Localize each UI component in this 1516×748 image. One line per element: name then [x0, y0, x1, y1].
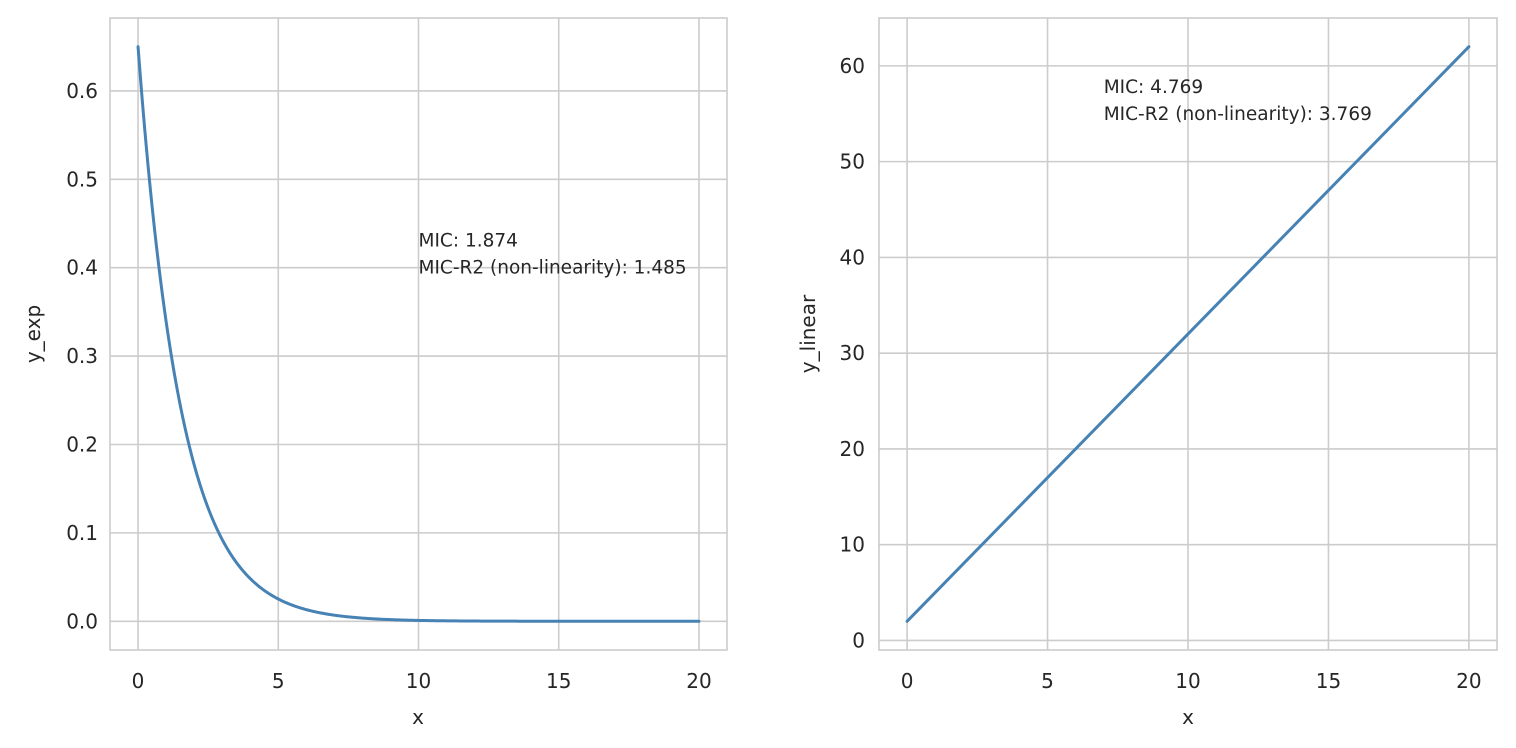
left-x-axis-label: x: [412, 705, 424, 729]
right-gridlines: [879, 18, 1497, 650]
right-y-axis-label: y_linear: [796, 294, 820, 373]
right-subplot: 0 5 10 15 20 0 10 20 30 40 50 60 x y_lin…: [796, 17, 1498, 729]
right-x-axis-label: x: [1182, 705, 1194, 729]
right-x-tick-label: 5: [1041, 669, 1054, 693]
left-annotation-mic: MIC: 1.874: [419, 231, 518, 252]
left-y-tick-label: 0.0: [66, 609, 98, 633]
right-y-tick-label: 40: [840, 245, 865, 269]
left-x-tick-label: 10: [406, 669, 431, 693]
right-y-tick-label: 60: [840, 54, 865, 78]
right-y-tick-label: 20: [840, 437, 865, 461]
left-annotation: MIC: 1.874 MIC-R2 (non-linearity): 1.485: [419, 231, 687, 279]
right-annotation-mic-r2: MIC-R2 (non-linearity): 3.769: [1104, 104, 1372, 125]
left-y-tick-label: 0.1: [66, 521, 98, 545]
left-y-tick-label: 0.4: [66, 256, 98, 280]
left-y-ticks: 0.0 0.1 0.2 0.3 0.4 0.5 0.6: [66, 79, 98, 633]
left-subplot: 0 5 10 15 20 0.0 0.1 0.2 0.3 0.4 0.5 0.6…: [21, 17, 728, 729]
left-y-tick-label: 0.3: [66, 344, 98, 368]
right-x-ticks: 0 5 10 15 20: [901, 669, 1482, 693]
left-x-ticks: 0 5 10 15 20: [132, 669, 712, 693]
left-x-tick-label: 15: [546, 669, 571, 693]
left-series-line: [136, 45, 701, 623]
left-x-tick-label: 20: [686, 669, 711, 693]
right-series-line: [905, 45, 1471, 623]
left-y-tick-label: 0.5: [66, 167, 98, 191]
left-y-axis-label: y_exp: [21, 305, 45, 363]
left-y-tick-label: 0.6: [66, 79, 98, 103]
left-x-tick-label: 0: [132, 669, 145, 693]
right-annotation: MIC: 4.769 MIC-R2 (non-linearity): 3.769: [1104, 77, 1372, 125]
left-annotation-mic-r2: MIC-R2 (non-linearity): 1.485: [419, 258, 687, 279]
right-annotation-mic: MIC: 4.769: [1104, 77, 1203, 98]
left-x-tick-label: 5: [272, 669, 285, 693]
right-y-tick-label: 30: [840, 341, 865, 365]
right-x-tick-label: 20: [1456, 669, 1481, 693]
right-y-tick-label: 10: [840, 533, 865, 557]
left-y-tick-label: 0.2: [66, 432, 98, 456]
right-y-tick-label: 50: [840, 150, 865, 174]
right-x-tick-label: 10: [1175, 669, 1200, 693]
left-gridlines: [110, 18, 727, 650]
right-x-tick-label: 15: [1316, 669, 1341, 693]
right-axes-frame: [878, 17, 1498, 651]
right-y-ticks: 0 10 20 30 40 50 60: [840, 54, 865, 653]
right-y-tick-label: 0: [852, 628, 865, 652]
right-x-tick-label: 0: [901, 669, 914, 693]
left-axes-frame: [109, 17, 728, 651]
